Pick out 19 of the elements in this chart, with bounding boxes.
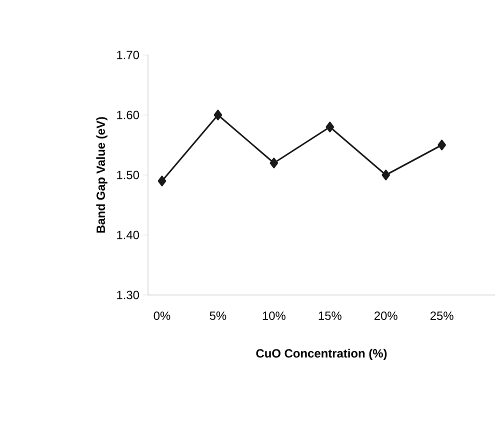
point <box>382 170 390 180</box>
y-tick-label: 1.30 <box>117 290 140 300</box>
y-tick-label: 1.50 <box>117 170 140 180</box>
y-tick-label: 1.60 <box>117 110 140 120</box>
x-tick-label: 0% <box>154 312 170 320</box>
y-tick-label: 1.40 <box>117 230 140 240</box>
x-tick-label: 15% <box>318 312 342 320</box>
y-axis-title: Band Gap Value (eV) <box>96 117 108 233</box>
point <box>438 140 446 150</box>
point <box>326 122 334 132</box>
x-tick-label: 25% <box>430 312 454 320</box>
point <box>270 158 278 168</box>
x-tick-label: 10% <box>262 312 286 320</box>
point <box>214 110 222 120</box>
x-tick-label: 5% <box>210 312 226 320</box>
x-axis-title: CuO Concentration (%) <box>256 348 387 360</box>
x-tick-label: 20% <box>374 312 398 320</box>
y-tick-label: 1.70 <box>117 50 140 60</box>
point <box>158 176 166 186</box>
